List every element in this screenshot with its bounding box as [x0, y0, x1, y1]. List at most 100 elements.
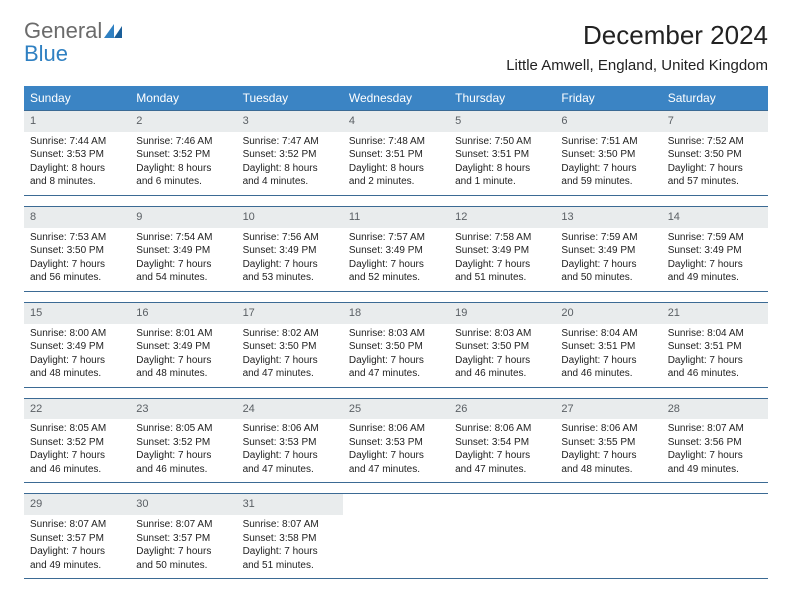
day-cell: 8Sunrise: 7:53 AMSunset: 3:50 PMDaylight…	[24, 207, 130, 291]
daylight-text: Daylight: 7 hours and 54 minutes.	[136, 258, 230, 285]
day-cell	[555, 494, 661, 578]
day-cell: 18Sunrise: 8:03 AMSunset: 3:50 PMDayligh…	[343, 303, 449, 387]
day-cell: 7Sunrise: 7:52 AMSunset: 3:50 PMDaylight…	[662, 111, 768, 195]
sunset-text: Sunset: 3:50 PM	[30, 244, 124, 258]
day-body: Sunrise: 8:02 AMSunset: 3:50 PMDaylight:…	[237, 324, 343, 387]
day-body: Sunrise: 8:06 AMSunset: 3:53 PMDaylight:…	[343, 419, 449, 482]
day-cell: 4Sunrise: 7:48 AMSunset: 3:51 PMDaylight…	[343, 111, 449, 195]
sunrise-text: Sunrise: 7:46 AM	[136, 135, 230, 149]
daylight-text: Daylight: 8 hours and 2 minutes.	[349, 162, 443, 189]
day-body: Sunrise: 8:06 AMSunset: 3:53 PMDaylight:…	[237, 419, 343, 482]
weeks-container: 1Sunrise: 7:44 AMSunset: 3:53 PMDaylight…	[24, 110, 768, 579]
day-body: Sunrise: 8:06 AMSunset: 3:55 PMDaylight:…	[555, 419, 661, 482]
sunrise-text: Sunrise: 7:56 AM	[243, 231, 337, 245]
sunrise-text: Sunrise: 8:00 AM	[30, 327, 124, 341]
day-cell: 5Sunrise: 7:50 AMSunset: 3:51 PMDaylight…	[449, 111, 555, 195]
page-title: December 2024	[506, 20, 768, 51]
day-cell: 31Sunrise: 8:07 AMSunset: 3:58 PMDayligh…	[237, 494, 343, 578]
day-number: 6	[555, 111, 661, 132]
sunset-text: Sunset: 3:57 PM	[30, 532, 124, 546]
week-row: 1Sunrise: 7:44 AMSunset: 3:53 PMDaylight…	[24, 110, 768, 196]
day-body: Sunrise: 8:07 AMSunset: 3:58 PMDaylight:…	[237, 515, 343, 578]
day-number: 11	[343, 207, 449, 228]
dow-cell: Sunday	[24, 86, 130, 110]
day-number: 17	[237, 303, 343, 324]
day-number: 14	[662, 207, 768, 228]
sunset-text: Sunset: 3:53 PM	[349, 436, 443, 450]
calendar-page: General Blue December 2024 Little Amwell…	[0, 0, 792, 609]
sunset-text: Sunset: 3:50 PM	[455, 340, 549, 354]
day-number: 25	[343, 399, 449, 420]
day-number: 16	[130, 303, 236, 324]
sunrise-text: Sunrise: 7:44 AM	[30, 135, 124, 149]
day-cell: 24Sunrise: 8:06 AMSunset: 3:53 PMDayligh…	[237, 399, 343, 483]
day-body: Sunrise: 7:48 AMSunset: 3:51 PMDaylight:…	[343, 132, 449, 195]
day-cell	[449, 494, 555, 578]
sunrise-text: Sunrise: 8:05 AM	[136, 422, 230, 436]
sunset-text: Sunset: 3:51 PM	[561, 340, 655, 354]
daylight-text: Daylight: 7 hours and 47 minutes.	[455, 449, 549, 476]
sunset-text: Sunset: 3:49 PM	[349, 244, 443, 258]
day-body: Sunrise: 7:50 AMSunset: 3:51 PMDaylight:…	[449, 132, 555, 195]
sunrise-text: Sunrise: 8:07 AM	[668, 422, 762, 436]
day-cell: 2Sunrise: 7:46 AMSunset: 3:52 PMDaylight…	[130, 111, 236, 195]
day-cell: 14Sunrise: 7:59 AMSunset: 3:49 PMDayligh…	[662, 207, 768, 291]
day-number: 22	[24, 399, 130, 420]
sunrise-text: Sunrise: 7:53 AM	[30, 231, 124, 245]
day-cell: 15Sunrise: 8:00 AMSunset: 3:49 PMDayligh…	[24, 303, 130, 387]
day-body: Sunrise: 8:00 AMSunset: 3:49 PMDaylight:…	[24, 324, 130, 387]
day-number: 8	[24, 207, 130, 228]
sunrise-text: Sunrise: 8:06 AM	[455, 422, 549, 436]
sunset-text: Sunset: 3:52 PM	[30, 436, 124, 450]
sunset-text: Sunset: 3:52 PM	[243, 148, 337, 162]
day-body: Sunrise: 8:07 AMSunset: 3:57 PMDaylight:…	[24, 515, 130, 578]
day-body: Sunrise: 7:44 AMSunset: 3:53 PMDaylight:…	[24, 132, 130, 195]
day-body: Sunrise: 7:57 AMSunset: 3:49 PMDaylight:…	[343, 228, 449, 291]
daylight-text: Daylight: 7 hours and 56 minutes.	[30, 258, 124, 285]
day-number: 9	[130, 207, 236, 228]
logo-text-general: General	[24, 18, 102, 43]
sunrise-text: Sunrise: 7:47 AM	[243, 135, 337, 149]
sunset-text: Sunset: 3:50 PM	[561, 148, 655, 162]
day-body: Sunrise: 8:07 AMSunset: 3:56 PMDaylight:…	[662, 419, 768, 482]
day-number: 7	[662, 111, 768, 132]
day-number: 27	[555, 399, 661, 420]
daylight-text: Daylight: 7 hours and 46 minutes.	[136, 449, 230, 476]
day-body: Sunrise: 8:05 AMSunset: 3:52 PMDaylight:…	[130, 419, 236, 482]
sunrise-text: Sunrise: 7:50 AM	[455, 135, 549, 149]
day-number: 4	[343, 111, 449, 132]
dow-cell: Friday	[555, 86, 661, 110]
day-number: 24	[237, 399, 343, 420]
daylight-text: Daylight: 7 hours and 50 minutes.	[136, 545, 230, 572]
sunset-text: Sunset: 3:50 PM	[349, 340, 443, 354]
day-body: Sunrise: 7:53 AMSunset: 3:50 PMDaylight:…	[24, 228, 130, 291]
day-body: Sunrise: 7:52 AMSunset: 3:50 PMDaylight:…	[662, 132, 768, 195]
sunset-text: Sunset: 3:52 PM	[136, 148, 230, 162]
daylight-text: Daylight: 7 hours and 53 minutes.	[243, 258, 337, 285]
daylight-text: Daylight: 7 hours and 47 minutes.	[349, 354, 443, 381]
day-number: 13	[555, 207, 661, 228]
day-body: Sunrise: 7:47 AMSunset: 3:52 PMDaylight:…	[237, 132, 343, 195]
dow-row: Sunday Monday Tuesday Wednesday Thursday…	[24, 86, 768, 110]
sunset-text: Sunset: 3:49 PM	[455, 244, 549, 258]
week-row: 22Sunrise: 8:05 AMSunset: 3:52 PMDayligh…	[24, 398, 768, 484]
dow-cell: Thursday	[449, 86, 555, 110]
day-number: 28	[662, 399, 768, 420]
day-number: 26	[449, 399, 555, 420]
sunset-text: Sunset: 3:53 PM	[243, 436, 337, 450]
day-number: 3	[237, 111, 343, 132]
sunset-text: Sunset: 3:58 PM	[243, 532, 337, 546]
daylight-text: Daylight: 7 hours and 49 minutes.	[30, 545, 124, 572]
sunrise-text: Sunrise: 8:07 AM	[30, 518, 124, 532]
sunset-text: Sunset: 3:51 PM	[349, 148, 443, 162]
daylight-text: Daylight: 7 hours and 47 minutes.	[243, 449, 337, 476]
day-number: 12	[449, 207, 555, 228]
sunrise-text: Sunrise: 8:01 AM	[136, 327, 230, 341]
day-number: 23	[130, 399, 236, 420]
day-cell: 9Sunrise: 7:54 AMSunset: 3:49 PMDaylight…	[130, 207, 236, 291]
day-cell: 25Sunrise: 8:06 AMSunset: 3:53 PMDayligh…	[343, 399, 449, 483]
sunrise-text: Sunrise: 8:02 AM	[243, 327, 337, 341]
day-cell: 16Sunrise: 8:01 AMSunset: 3:49 PMDayligh…	[130, 303, 236, 387]
daylight-text: Daylight: 7 hours and 46 minutes.	[455, 354, 549, 381]
day-cell: 23Sunrise: 8:05 AMSunset: 3:52 PMDayligh…	[130, 399, 236, 483]
